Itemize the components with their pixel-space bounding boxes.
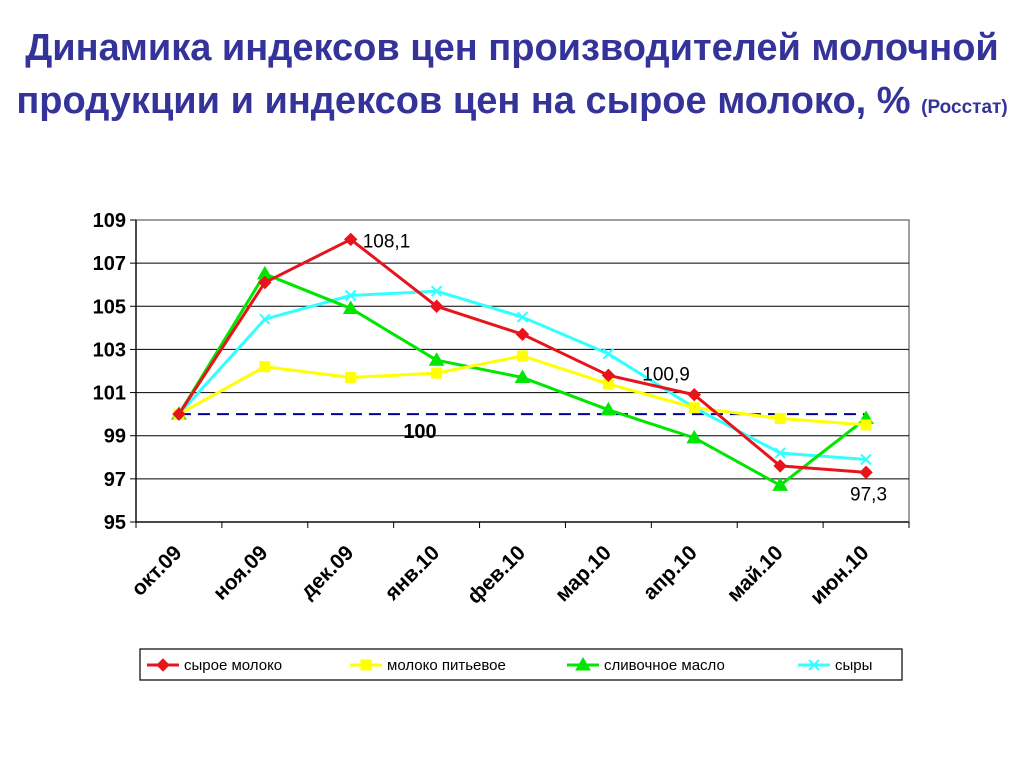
y-tick-label: 107 [93,253,126,275]
data-point [430,285,443,297]
y-tick-label: 105 [93,296,126,318]
data-point [431,367,443,379]
legend-box [139,648,903,681]
data-point [259,313,271,325]
series-group [171,232,874,491]
y-tick-label: 103 [93,339,126,361]
data-point [860,453,872,466]
legend-item: молоко питьевое [350,657,506,674]
x-tick-label: май.10 [723,541,788,606]
data-point [344,232,358,247]
data-point [774,412,786,424]
chart-title-source: (Росстат) [921,97,1008,118]
x-tick-label: окт.09 [127,541,186,600]
x-tick-label: июн.10 [806,541,874,609]
data-point [860,419,872,431]
data-label: 97,3 [850,484,887,505]
legend-item: сливочное масло [567,657,725,674]
data-point [688,402,700,414]
y-tick-label: 99 [104,426,126,448]
data-point [429,299,444,313]
x-marker-stroke [345,289,357,302]
x-marker-stroke [259,313,271,325]
data-labels: 108,1 100,9 97,3 [363,231,887,505]
x-marker-stroke [808,659,820,671]
data-point [773,459,787,473]
data-point [859,465,873,480]
legend-swatch-marker [360,659,372,671]
x-tick-label: ноя.09 [209,541,272,604]
y-tick-label: 97 [104,469,126,491]
legend: сырое молоко молоко питьевое сливочное мас… [139,648,903,681]
x-marker-stroke [602,348,615,360]
data-point [172,407,186,421]
legend-swatch-marker [156,658,170,672]
legend-swatch-marker [808,659,820,671]
x-marker-stroke [430,285,443,297]
y-tick-label: 101 [93,383,126,405]
y-axis: 95 97 99 101 103 105 107 109 [93,210,137,534]
x-tick-label: дек.09 [296,541,358,603]
data-point [345,371,357,383]
data-label: 108,1 [363,231,411,252]
x-marker-stroke [516,311,529,323]
series-4 [173,285,872,466]
data-point [258,275,272,290]
y-tick-label: 109 [93,210,126,232]
data-point [772,477,789,491]
legend-item: сырое молоко [147,657,282,674]
data-point [686,429,703,444]
data-point [342,300,359,314]
x-tick-label: мар.10 [551,541,616,606]
legend-label: сливочное масло [604,657,725,674]
legend-label: сыры [835,657,872,674]
legend-item: сыры [798,657,872,674]
y-tick-label: 95 [104,512,126,534]
chart-title: Динамика индексов цен производителей мол… [0,22,1024,134]
data-label: 100,9 [642,365,690,386]
data-point [774,447,786,459]
data-point [428,352,445,366]
x-marker-stroke [860,453,872,466]
x-tick-label: апр.10 [639,541,702,604]
data-point [515,327,530,342]
data-point [602,378,614,390]
data-point [517,350,528,362]
data-point [687,388,701,402]
data-point [345,289,357,302]
legend-swatch-marker [575,657,591,671]
data-point [516,311,529,323]
reference-line-label: 100 [403,421,436,443]
legend-label: молоко питьевое [387,657,506,674]
x-tick-label: янв.10 [380,541,444,605]
data-point [259,361,271,373]
data-point [600,401,617,416]
x-marker-stroke [774,447,786,459]
x-tick-label: фев.10 [463,541,530,608]
data-point [602,348,615,360]
legend-label: сырое молоко [184,657,282,674]
chart-title-text: Динамика индексов цен производителей мол… [16,27,999,122]
series-1 [172,232,873,480]
data-point [601,368,616,383]
x-axis: окт.09 ноя.09 дек.09 янв.10 фев.10 мар.10 апр.… [127,521,910,609]
data-point [514,369,531,383]
